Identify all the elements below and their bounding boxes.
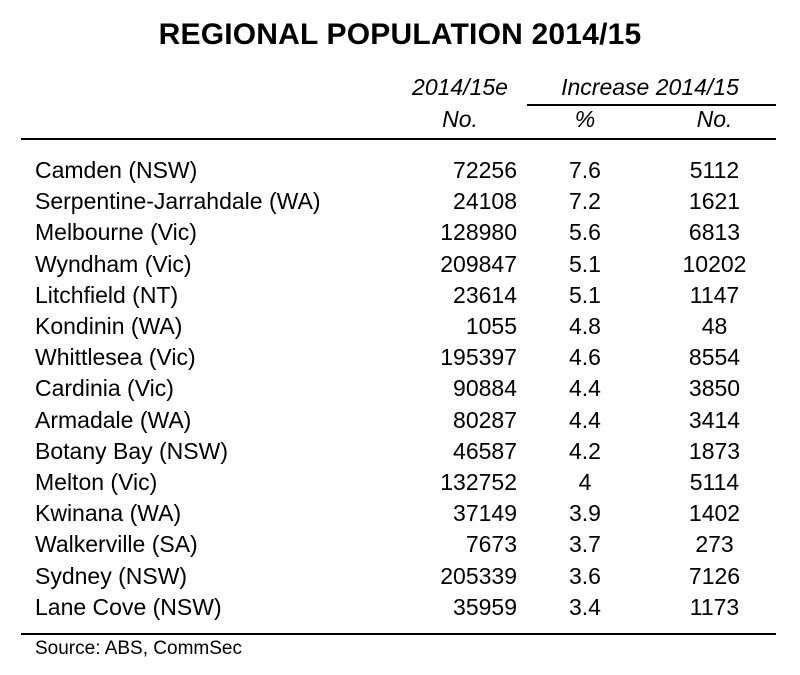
increase-number: 7126: [688, 562, 741, 589]
increase-percent: 3.7: [569, 531, 601, 558]
region-name: Litchfield (NT): [35, 281, 179, 308]
region-name: Walkerville (SA): [35, 531, 198, 558]
population-value: 205339: [440, 562, 517, 589]
region-name: Botany Bay (NSW): [35, 437, 228, 464]
table-title: REGIONAL POPULATION 2014/15: [158, 18, 642, 51]
table-row: Cardinia (Vic) 90884 4.4 3850: [0, 375, 800, 407]
population-value: 80287: [453, 406, 517, 433]
increase-number: 5112: [689, 157, 740, 183]
region-name: Melton (Vic): [35, 469, 158, 495]
increase-number: 48: [701, 313, 728, 339]
population-value: 72256: [453, 157, 517, 183]
increase-percent: 4.4: [569, 406, 601, 433]
population-value: 7673: [465, 531, 517, 558]
table-row: Sydney (NSW) 205339 3.6 7126: [0, 563, 800, 595]
increase-percent: 4.8: [569, 313, 601, 339]
increase-percent: 5.1: [569, 281, 601, 308]
table-row: Wyndham (Vic) 209847 5.1 10202: [0, 251, 800, 283]
table-row: Botany Bay (NSW) 46587 4.2 1873: [0, 438, 800, 470]
increase-number: 1147: [689, 281, 740, 308]
population-value: 1055: [465, 313, 517, 339]
increase-number: 1402: [688, 500, 741, 527]
header-pct-unit: %: [574, 106, 596, 132]
source-note: Source: ABS, CommSec: [35, 638, 242, 659]
region-name: Lane Cove (NSW): [35, 593, 222, 620]
table-row: Kondinin (WA) 1055 4.8 48: [0, 313, 800, 345]
header-bottom-rule: [21, 138, 776, 140]
increase-percent: 4.2: [569, 437, 601, 464]
table-row: Kwinana (WA) 37149 3.9 1402: [0, 500, 800, 532]
increase-number: 273: [695, 531, 734, 558]
table-row: Melton (Vic) 132752 4 5114: [0, 469, 800, 501]
region-name: Sydney (NSW): [35, 562, 188, 589]
increase-percent: 3.9: [569, 500, 601, 527]
region-name: Kwinana (WA): [35, 500, 182, 527]
population-value: 209847: [440, 250, 517, 277]
increase-percent: 7.2: [569, 188, 601, 215]
increase-percent: 3.6: [569, 562, 601, 589]
population-value: 132752: [440, 469, 517, 495]
increase-number: 3414: [688, 406, 741, 433]
population-value: 46587: [453, 437, 517, 464]
increase-number: 1873: [688, 437, 741, 464]
population-value: 90884: [453, 375, 517, 402]
header-pop-year: 2014/15e: [412, 74, 508, 100]
increase-percent: 4.6: [569, 344, 601, 371]
header-pop-unit: No.: [442, 106, 478, 132]
table-row: Litchfield (NT) 23614 5.1 1147: [0, 282, 800, 314]
region-name: Kondinin (WA): [35, 313, 183, 339]
population-value: 23614: [453, 281, 517, 308]
increase-percent: 4: [578, 469, 592, 495]
increase-number: 5114: [689, 469, 740, 495]
increase-percent: 3.4: [569, 593, 601, 620]
increase-percent: 7.6: [569, 157, 601, 183]
population-value: 195397: [440, 344, 517, 371]
increase-percent: 5.6: [569, 219, 601, 246]
header-inc-unit: No.: [696, 106, 733, 132]
table-row: Serpentine-Jarrahdale (WA) 24108 7.2 1621: [0, 188, 800, 220]
increase-number: 8554: [688, 344, 741, 371]
population-value: 128980: [440, 219, 517, 246]
population-value: 35959: [453, 593, 517, 620]
increase-number: 6813: [688, 219, 741, 246]
increase-number: 3850: [688, 375, 741, 402]
region-name: Armadale (WA): [35, 406, 192, 433]
table-bottom-rule: [21, 633, 776, 635]
region-name: Wyndham (Vic): [35, 250, 192, 277]
header-increase-group: Increase 2014/15: [561, 74, 739, 100]
table-row: Armadale (WA) 80287 4.4 3414: [0, 407, 800, 439]
table-row: Walkerville (SA) 7673 3.7 273: [0, 531, 800, 563]
increase-number: 10202: [682, 250, 747, 277]
increase-number: 1621: [688, 188, 741, 215]
table-row: Lane Cove (NSW) 35959 3.4 1173: [0, 594, 800, 626]
increase-percent: 5.1: [569, 250, 601, 277]
table-row: Whittlesea (Vic) 195397 4.6 8554: [0, 344, 800, 376]
increase-percent: 4.4: [569, 375, 601, 402]
population-value: 37149: [453, 500, 517, 527]
table-row: Melbourne (Vic) 128980 5.6 6813: [0, 219, 800, 251]
increase-number: 1173: [689, 593, 740, 620]
region-name: Whittlesea (Vic): [35, 344, 196, 371]
table-row: Camden (NSW) 72256 7.6 5112: [0, 157, 800, 189]
region-name: Camden (NSW): [35, 157, 198, 183]
region-name: Cardinia (Vic): [35, 375, 174, 402]
region-name: Serpentine-Jarrahdale (WA): [35, 188, 321, 215]
population-value: 24108: [453, 188, 517, 215]
region-name: Melbourne (Vic): [35, 219, 197, 246]
header-group-rule: [527, 104, 776, 106]
